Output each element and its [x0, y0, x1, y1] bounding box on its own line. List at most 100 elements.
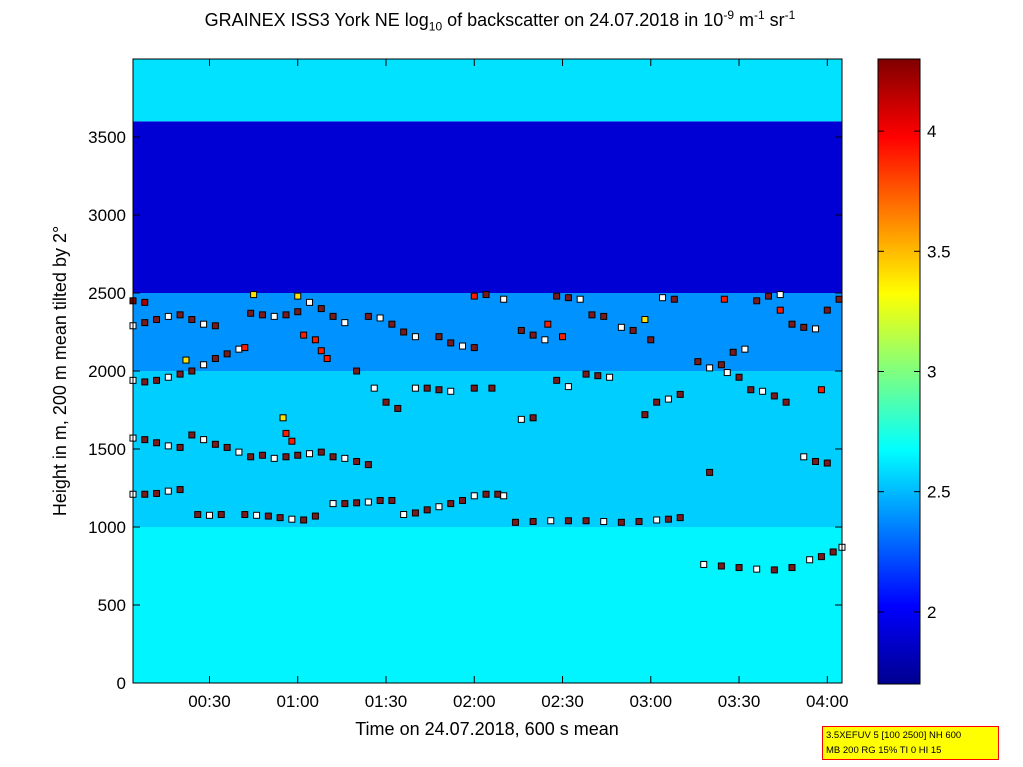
layer-3-point [247, 309, 255, 317]
layer-1-point [264, 512, 272, 520]
layer-2-point [564, 383, 572, 391]
layer-2-point [153, 439, 161, 447]
layer-1-point [600, 518, 608, 526]
highlight-point [282, 429, 290, 437]
layer-2-point [706, 468, 714, 476]
x-tick-label: 00:30 [188, 692, 231, 711]
heatmap-band-4 [133, 59, 842, 122]
heatmap-band-0 [133, 527, 842, 683]
layer-3-point [729, 348, 737, 356]
highlight-point [288, 437, 296, 445]
y-tick-label: 3000 [88, 206, 126, 225]
layer-3-point [329, 312, 337, 320]
layer-3-point [517, 326, 525, 334]
layer-2-point [294, 451, 302, 459]
layer-2-point [223, 443, 231, 451]
highlight-point [279, 414, 287, 422]
layer-1-point [194, 511, 202, 519]
layer-1-point [253, 511, 261, 519]
layer-2-point [394, 404, 402, 412]
highlight-point [182, 356, 190, 364]
heatmap-band-3 [133, 121, 842, 294]
layer-3-point [470, 344, 478, 352]
layer-1-point [735, 564, 743, 572]
layer-1-point [400, 511, 408, 519]
layer-3-point [188, 367, 196, 375]
colorbar-tick-label: 2 [927, 603, 936, 622]
layer-3-point [541, 336, 549, 344]
layer-2-point [247, 453, 255, 461]
highlight-point [559, 333, 567, 341]
layer-2-point [329, 453, 337, 461]
layer-3-point [200, 361, 208, 369]
x-axis-label: Time on 24.07.2018, 600 s mean [355, 719, 619, 739]
x-tick-label: 04:00 [806, 692, 849, 711]
layer-2-point [723, 369, 731, 377]
layer-1-point [435, 503, 443, 511]
layer-1-point [617, 518, 625, 526]
layer-1-point [447, 500, 455, 508]
layer-1-point [470, 492, 478, 500]
highlight-point [817, 386, 825, 394]
layer-3-point [629, 326, 637, 334]
layer-1-point [388, 496, 396, 504]
heatmap-band-2 [133, 293, 842, 371]
chart-title: GRAINEX ISS3 York NE log10 of backscatte… [204, 8, 796, 34]
layer-2-point [664, 395, 672, 403]
layer-2-point [641, 411, 649, 419]
layer-1-point [564, 517, 572, 525]
layer-2-point [317, 448, 325, 456]
layer-3-point [270, 312, 278, 320]
layer-2-point [812, 457, 820, 465]
layer-2-point [353, 457, 361, 465]
x-tick-label: 01:30 [365, 692, 408, 711]
y-tick-label: 2500 [88, 284, 126, 303]
layer-1-point [353, 499, 361, 507]
layer-3-point [694, 358, 702, 366]
layer-1-point [311, 512, 319, 520]
layer-2-point [594, 372, 602, 380]
layer-3-point [141, 378, 149, 386]
layer-1-point [141, 490, 149, 498]
layer-2-point [141, 436, 149, 444]
heatmap-background [133, 59, 842, 683]
layer-2-point [364, 461, 372, 469]
highlight-point [776, 306, 784, 314]
layer-4-point [200, 320, 208, 328]
layer-2-point [582, 370, 590, 378]
layer-4-point [211, 322, 219, 330]
layer-1-point [770, 566, 778, 574]
layer-3-point [235, 345, 243, 353]
y-tick-label: 3500 [88, 128, 126, 147]
layer-4-point [141, 319, 149, 327]
layer-3-point [223, 350, 231, 358]
highlight-point [294, 292, 302, 300]
layer-2-point [782, 398, 790, 406]
layer-1-point [635, 518, 643, 526]
layer-2-point [517, 415, 525, 423]
layer-3-point [388, 320, 396, 328]
layer-2-point [176, 443, 184, 451]
layer-2-point [735, 373, 743, 381]
highlight-point [250, 291, 258, 299]
colorbar-tick-label: 2.5 [927, 483, 951, 502]
layer-2-point [235, 448, 243, 456]
y-tick-label: 500 [98, 596, 126, 615]
layer-1-point [217, 511, 225, 519]
layer-3-point [576, 295, 584, 303]
layer-3-point [458, 342, 466, 350]
layer-3-point [447, 339, 455, 347]
layer-1-point [494, 490, 502, 498]
layer-3-point [282, 311, 290, 319]
colorbar-tick-label: 4 [927, 122, 936, 141]
layer-1-point [500, 492, 508, 500]
highlight-point [470, 292, 478, 300]
y-tick-label: 0 [117, 674, 126, 693]
layer-1-point [817, 553, 825, 561]
layer-3-point [153, 376, 161, 384]
info-line-2: MB 200 RG 15% TI 0 HI 15 [826, 745, 942, 756]
layer-3-point [753, 297, 761, 305]
layer-1-point [529, 518, 537, 526]
layer-3-point [364, 312, 372, 320]
